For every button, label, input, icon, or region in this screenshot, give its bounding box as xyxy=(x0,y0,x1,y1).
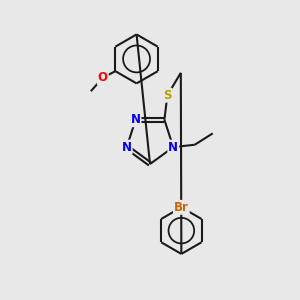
Text: N: N xyxy=(168,141,178,154)
Text: N: N xyxy=(130,113,141,126)
Text: S: S xyxy=(163,89,172,102)
Text: N: N xyxy=(122,141,132,154)
Text: O: O xyxy=(98,71,108,84)
Text: Br: Br xyxy=(174,201,189,214)
